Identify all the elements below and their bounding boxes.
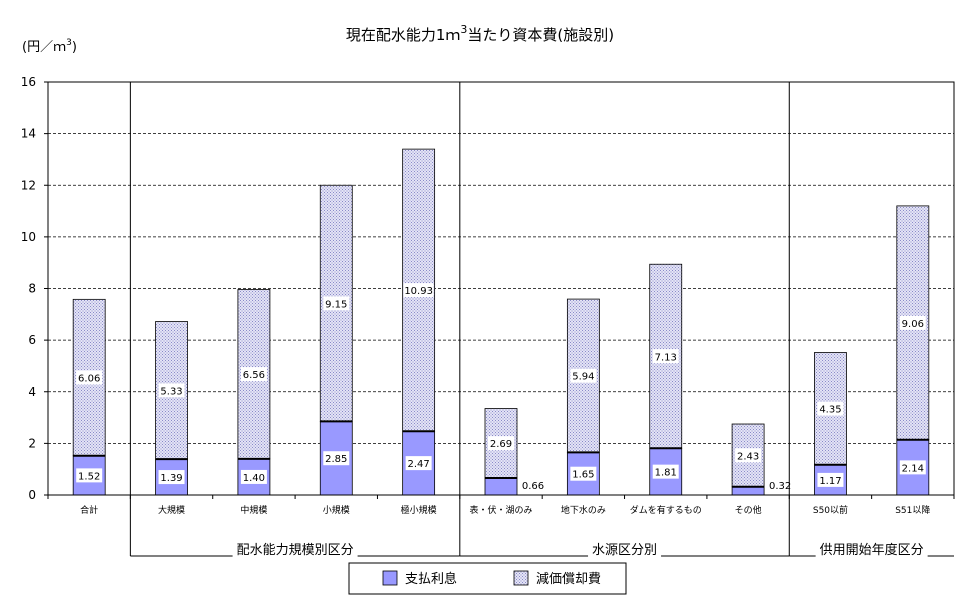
data-label-bg — [735, 448, 762, 463]
grid-lines — [48, 133, 954, 444]
bar-interest — [731, 486, 765, 496]
y-tick-label: 16 — [21, 75, 36, 89]
data-label-depreciation: 7.13 — [655, 352, 677, 363]
legend-swatch-depreciation — [513, 570, 529, 586]
data-label-interest: 1.81 — [655, 468, 677, 479]
bars: 1.52 6.06 1.39 5.33 1.40 6.56 2.85 9.15 2.47 10.9… — [72, 148, 930, 496]
category-label: 表・伏・湖のみ — [469, 504, 532, 516]
data-label-bg — [403, 283, 434, 298]
y-tick-label: 6 — [28, 333, 36, 347]
data-label-bg — [240, 367, 267, 382]
group-label-bg — [815, 540, 928, 560]
data-label-interest: 0.32 — [769, 481, 791, 492]
group-label: 供用開始年度区分 — [820, 542, 924, 558]
data-label-bg — [899, 315, 926, 330]
y-tick-label: 2 — [28, 436, 36, 450]
data-label-interest: 1.39 — [160, 473, 182, 484]
data-label-bg — [570, 466, 597, 481]
data-label-depreciation: 10.93 — [404, 286, 433, 297]
group-label-bg — [232, 540, 358, 560]
data-label-bg — [240, 469, 267, 484]
data-label-interest: 1.65 — [572, 470, 594, 481]
data-label-bg — [652, 349, 679, 364]
data-label-interest: 1.40 — [243, 473, 265, 484]
category-label: S50以前 — [813, 504, 848, 516]
data-label-depreciation: 9.15 — [325, 299, 347, 310]
y-tick-label: 8 — [28, 282, 36, 296]
data-label-bg — [323, 451, 350, 466]
category-label: S51以降 — [895, 504, 930, 516]
data-label-bg — [76, 468, 103, 483]
category-label: 大規模 — [158, 504, 185, 516]
data-label-depreciation: 5.33 — [160, 386, 182, 397]
category-label: 中規模 — [240, 504, 267, 516]
data-label-interest: 2.85 — [325, 454, 347, 465]
data-label-depreciation: 2.69 — [490, 439, 512, 450]
group-label-bg — [588, 540, 662, 560]
legend: 支払利息 減価償却費 — [348, 562, 627, 595]
y-axis-ticks: 0 2 4 6 8 10 12 14 16 — [21, 75, 955, 502]
group-label: 配水能力規模別区分 — [237, 543, 354, 558]
data-label-depreciation: 6.06 — [78, 374, 100, 385]
group-label: 水源区分別 — [592, 543, 657, 558]
data-label-depreciation: 9.06 — [902, 319, 924, 330]
data-label-bg — [488, 436, 514, 451]
data-label-interest: 1.17 — [819, 476, 841, 487]
data-label-depreciation: 5.94 — [572, 372, 594, 383]
data-label-bg — [158, 383, 185, 398]
data-label-depreciation: 2.43 — [737, 451, 759, 462]
category-label: 極小規模 — [401, 504, 437, 516]
data-label-bg — [817, 401, 844, 416]
data-label-bg — [405, 456, 432, 471]
data-label-interest: 2.47 — [408, 459, 430, 470]
chart-title: 現在配水能力1ｍ3当たり資本費(施設別) — [346, 23, 614, 44]
data-label-interest: 0.66 — [522, 481, 544, 492]
data-label-bg — [570, 368, 597, 383]
data-label-bg — [323, 296, 350, 311]
category-label: その他 — [735, 504, 762, 516]
y-tick-label: 12 — [21, 178, 36, 192]
data-label-bg — [817, 472, 844, 487]
legend-label-depreciation: 減価償却費 — [536, 571, 601, 587]
data-label-bg — [158, 470, 185, 485]
legend-swatch-interest — [382, 570, 398, 586]
y-axis-unit: (円／ｍ3) — [22, 38, 77, 55]
data-label-depreciation: 6.56 — [243, 370, 265, 381]
y-tick-label: 10 — [21, 230, 36, 244]
legend-label-interest: 支払利息 — [405, 571, 457, 587]
category-label: ダムを有するもの — [630, 504, 702, 516]
y-tick-label: 4 — [28, 385, 36, 399]
category-label: 合計 — [80, 504, 98, 516]
group-labels: 配水能力規模別区分 水源区分別 供用開始年度区分 — [130, 540, 954, 560]
plot-frame — [47, 81, 955, 496]
bar-interest — [484, 477, 518, 496]
y-tick-label: 14 — [21, 127, 36, 141]
data-label-bg — [76, 370, 103, 385]
data-label-interest: 2.14 — [902, 463, 924, 474]
group-separators — [129, 82, 790, 556]
data-label-depreciation: 4.35 — [819, 405, 841, 416]
data-label-interest: 1.52 — [78, 471, 100, 482]
category-label: 小規模 — [323, 505, 350, 516]
data-label-bg — [652, 464, 679, 479]
data-label-bg — [899, 460, 926, 475]
category-labels: 合計 大規模 中規模 小規模 極小規模 表・伏・湖のみ 地下水のみ ダムを有するもの その他 S5… — [80, 504, 930, 516]
category-label: 地下水のみ — [561, 504, 606, 516]
y-tick-label: 0 — [28, 488, 36, 502]
